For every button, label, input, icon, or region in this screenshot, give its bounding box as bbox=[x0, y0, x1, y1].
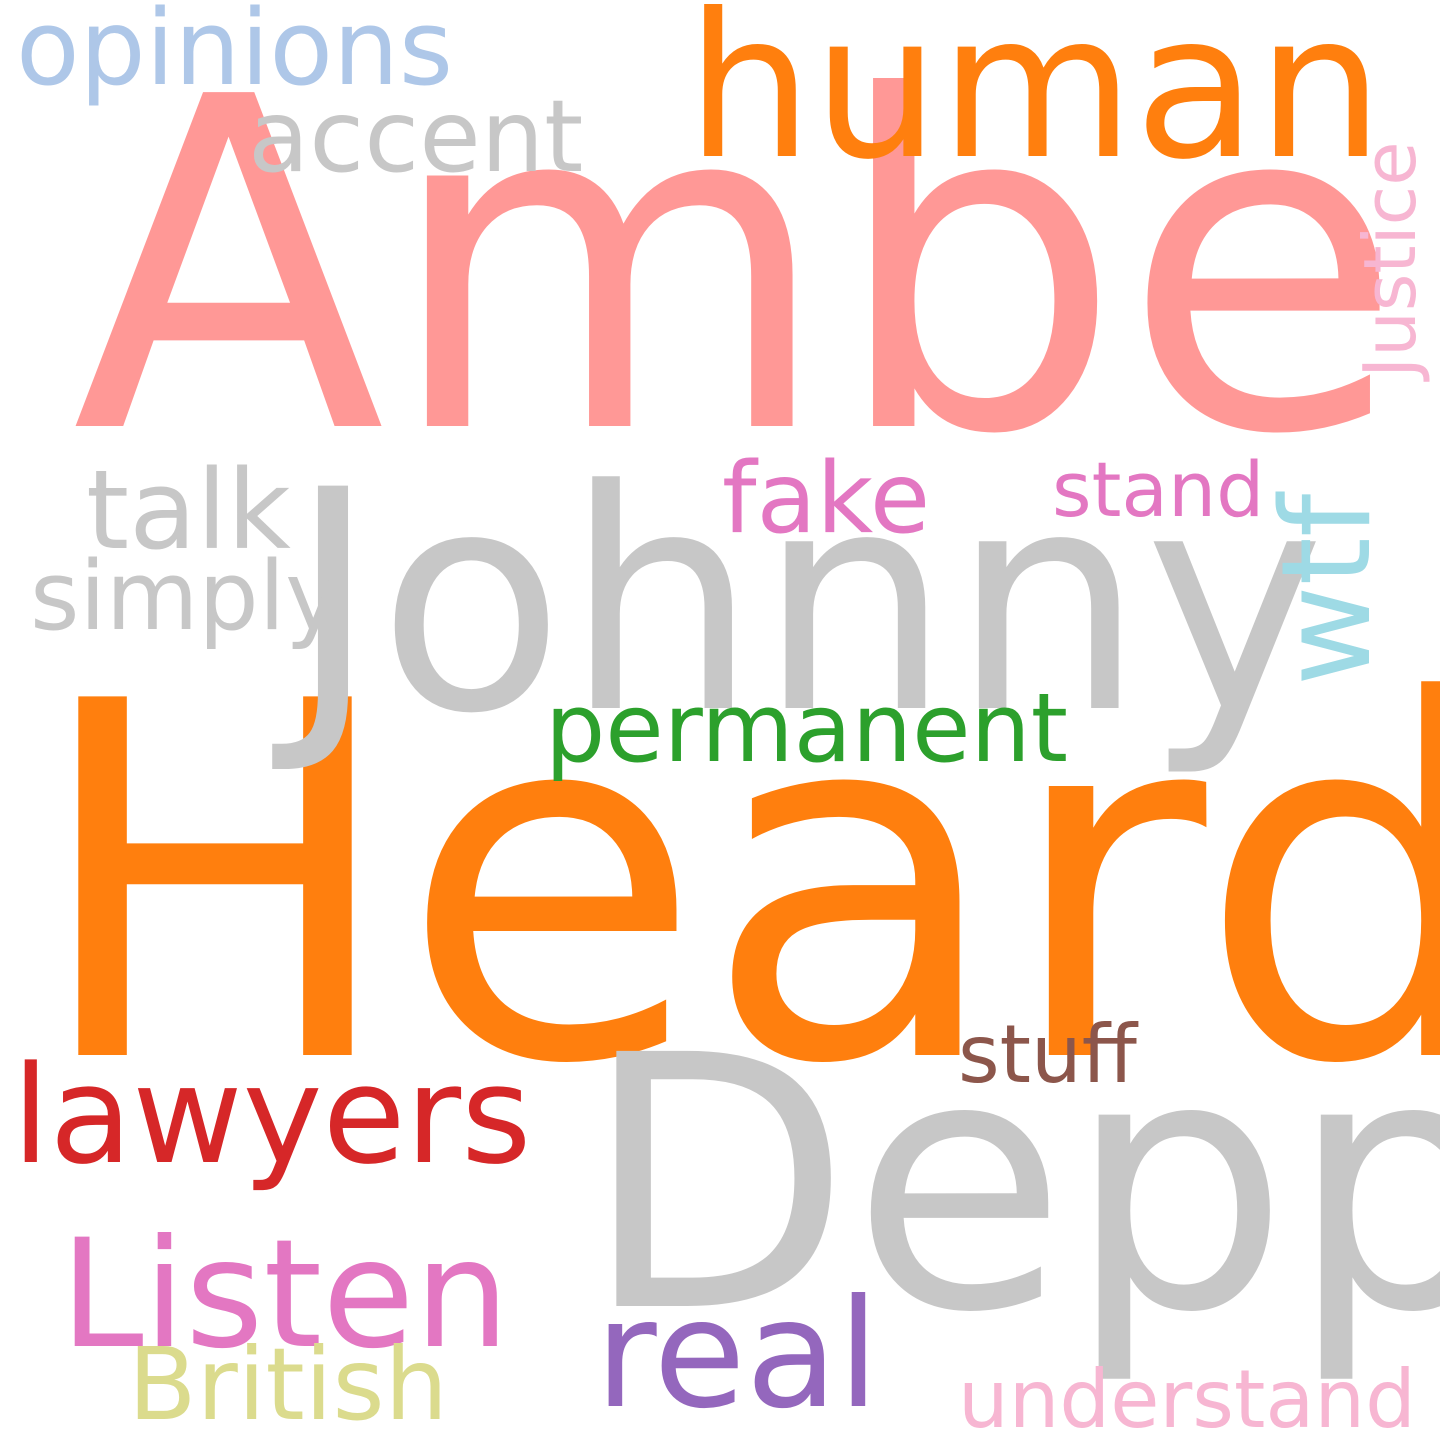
word-wtf: wtf bbox=[1256, 493, 1399, 686]
word-understand: understand bbox=[958, 1353, 1416, 1440]
word-british: British bbox=[128, 1326, 448, 1440]
word-talk: talk bbox=[86, 446, 291, 574]
word-listen: Listen bbox=[60, 1208, 510, 1382]
word-simply: simply bbox=[30, 542, 342, 652]
word-opinions: opinions bbox=[16, 0, 454, 109]
word-permanent: permanent bbox=[545, 674, 1069, 784]
word-heard: Heard bbox=[30, 599, 1440, 1172]
word-justice: Justice bbox=[1348, 141, 1432, 379]
word-human: human bbox=[686, 0, 1384, 204]
word-stand: stand bbox=[1052, 445, 1265, 534]
word-amber: Amber bbox=[72, 2, 1440, 535]
word-lawyers: lawyers bbox=[12, 1037, 532, 1194]
word-accent: accent bbox=[248, 78, 584, 195]
word-depp: Depp bbox=[582, 981, 1440, 1389]
word-real: real bbox=[595, 1268, 880, 1440]
word-fake: fake bbox=[722, 442, 931, 556]
word-johnny: Johnny bbox=[288, 425, 1325, 780]
word-stuff: stuff bbox=[958, 1008, 1137, 1101]
